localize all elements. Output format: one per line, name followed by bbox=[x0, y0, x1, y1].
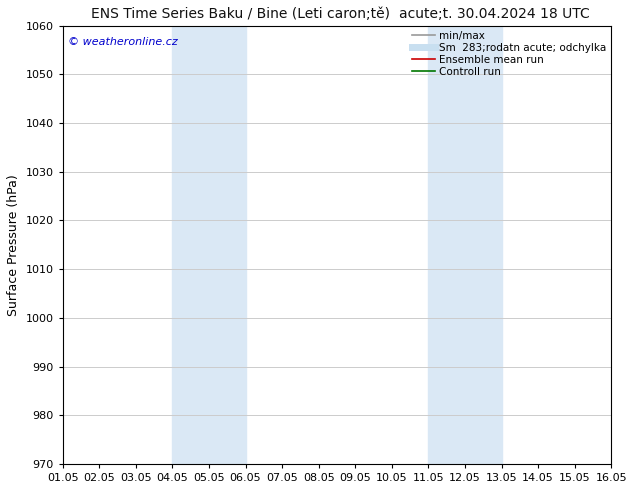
Y-axis label: Surface Pressure (hPa): Surface Pressure (hPa) bbox=[7, 174, 20, 316]
Text: © weatheronline.cz: © weatheronline.cz bbox=[68, 37, 178, 47]
Text: acute;t. 30.04.2024 18 UTC: acute;t. 30.04.2024 18 UTC bbox=[399, 7, 590, 22]
Bar bbox=[172, 25, 245, 464]
Text: ENS Time Series Baku / Bine (Leti caron;tě): ENS Time Series Baku / Bine (Leti caron;… bbox=[91, 7, 391, 22]
Bar bbox=[429, 25, 501, 464]
Legend: min/max, Sm  283;rodatn acute; odchylka, Ensemble mean run, Controll run: min/max, Sm 283;rodatn acute; odchylka, … bbox=[411, 31, 606, 77]
